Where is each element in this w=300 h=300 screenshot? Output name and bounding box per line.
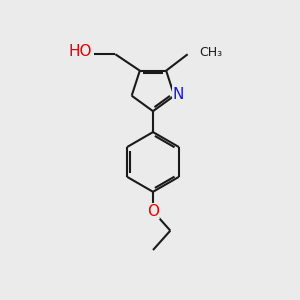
- Text: HO: HO: [69, 44, 92, 59]
- Text: O: O: [147, 204, 159, 219]
- Text: CH₃: CH₃: [199, 46, 222, 59]
- Text: N: N: [173, 87, 184, 102]
